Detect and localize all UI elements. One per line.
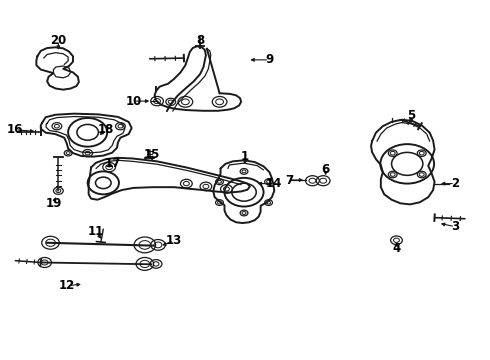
- Text: 20: 20: [50, 33, 67, 47]
- Text: 9: 9: [265, 53, 273, 66]
- Text: 19: 19: [45, 197, 62, 210]
- Text: 11: 11: [88, 225, 104, 238]
- Text: 12: 12: [58, 279, 75, 292]
- Text: 13: 13: [166, 234, 182, 247]
- Text: 18: 18: [98, 123, 114, 136]
- Text: 10: 10: [125, 95, 142, 108]
- Text: 14: 14: [266, 177, 283, 190]
- Text: 7: 7: [285, 174, 293, 186]
- Text: 6: 6: [321, 163, 330, 176]
- Text: 16: 16: [7, 123, 24, 136]
- Text: 8: 8: [196, 33, 204, 47]
- Text: 3: 3: [451, 220, 459, 233]
- Text: 4: 4: [392, 242, 401, 255]
- Text: 1: 1: [241, 150, 249, 163]
- Text: 15: 15: [144, 148, 160, 161]
- Text: 2: 2: [451, 177, 459, 190]
- Text: 17: 17: [105, 157, 121, 170]
- Text: 5: 5: [407, 109, 415, 122]
